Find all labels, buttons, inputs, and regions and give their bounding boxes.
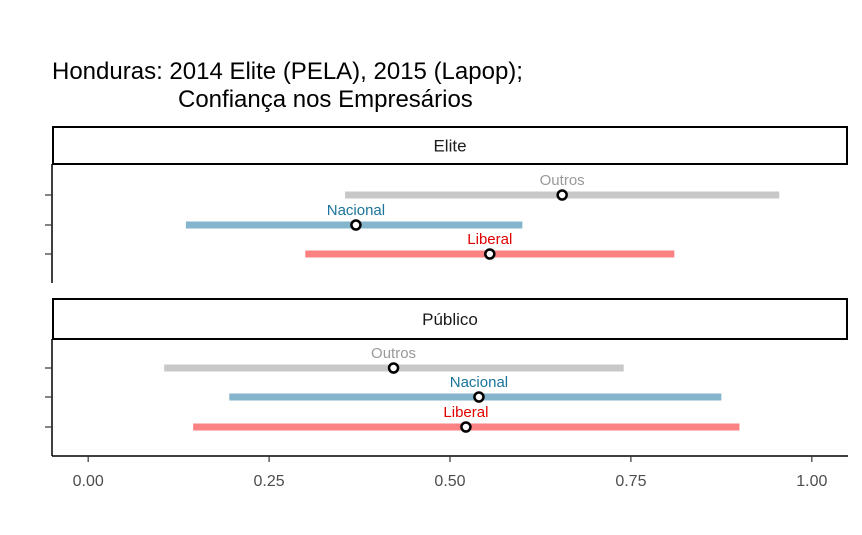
estimate-point [473, 391, 485, 403]
estimate-point [556, 189, 568, 201]
strip-label: Elite [433, 137, 466, 156]
panel-1: Público Outros Nacional Liberal [45, 298, 848, 456]
estimate-point [350, 219, 362, 231]
estimate-point [387, 362, 400, 374]
x-axis: 0.00 0.25 0.50 0.75 1.00 [52, 455, 848, 490]
strip-box [52, 126, 848, 165]
chart-title-line2: Confiança nos Empresários [178, 86, 473, 113]
series-label: Liberal [467, 231, 512, 248]
chart-title-line1: Honduras: 2014 Elite (PELA), 2015 (Lapop… [52, 58, 523, 85]
estimate-point [484, 248, 496, 260]
series-label: Outros [371, 345, 416, 362]
series-label: Liberal [443, 404, 488, 421]
strip-box [52, 298, 848, 340]
estimate-point [460, 421, 472, 433]
x-tick-label: 1.00 [796, 473, 827, 490]
x-tick-label: 0.75 [615, 473, 646, 490]
x-tick-label: 0.50 [434, 473, 465, 490]
panels: Elite Outros Nacional Liberal Público Outros N… [45, 126, 848, 456]
x-tick-label: 0.00 [73, 473, 104, 490]
x-tick-label: 0.25 [254, 473, 285, 490]
series-label: Nacional [450, 374, 508, 391]
series-label: Outros [540, 172, 585, 189]
strip-label: Público [422, 310, 478, 329]
panel-0: Elite Outros Nacional Liberal [45, 126, 848, 283]
series-label: Nacional [327, 202, 385, 219]
